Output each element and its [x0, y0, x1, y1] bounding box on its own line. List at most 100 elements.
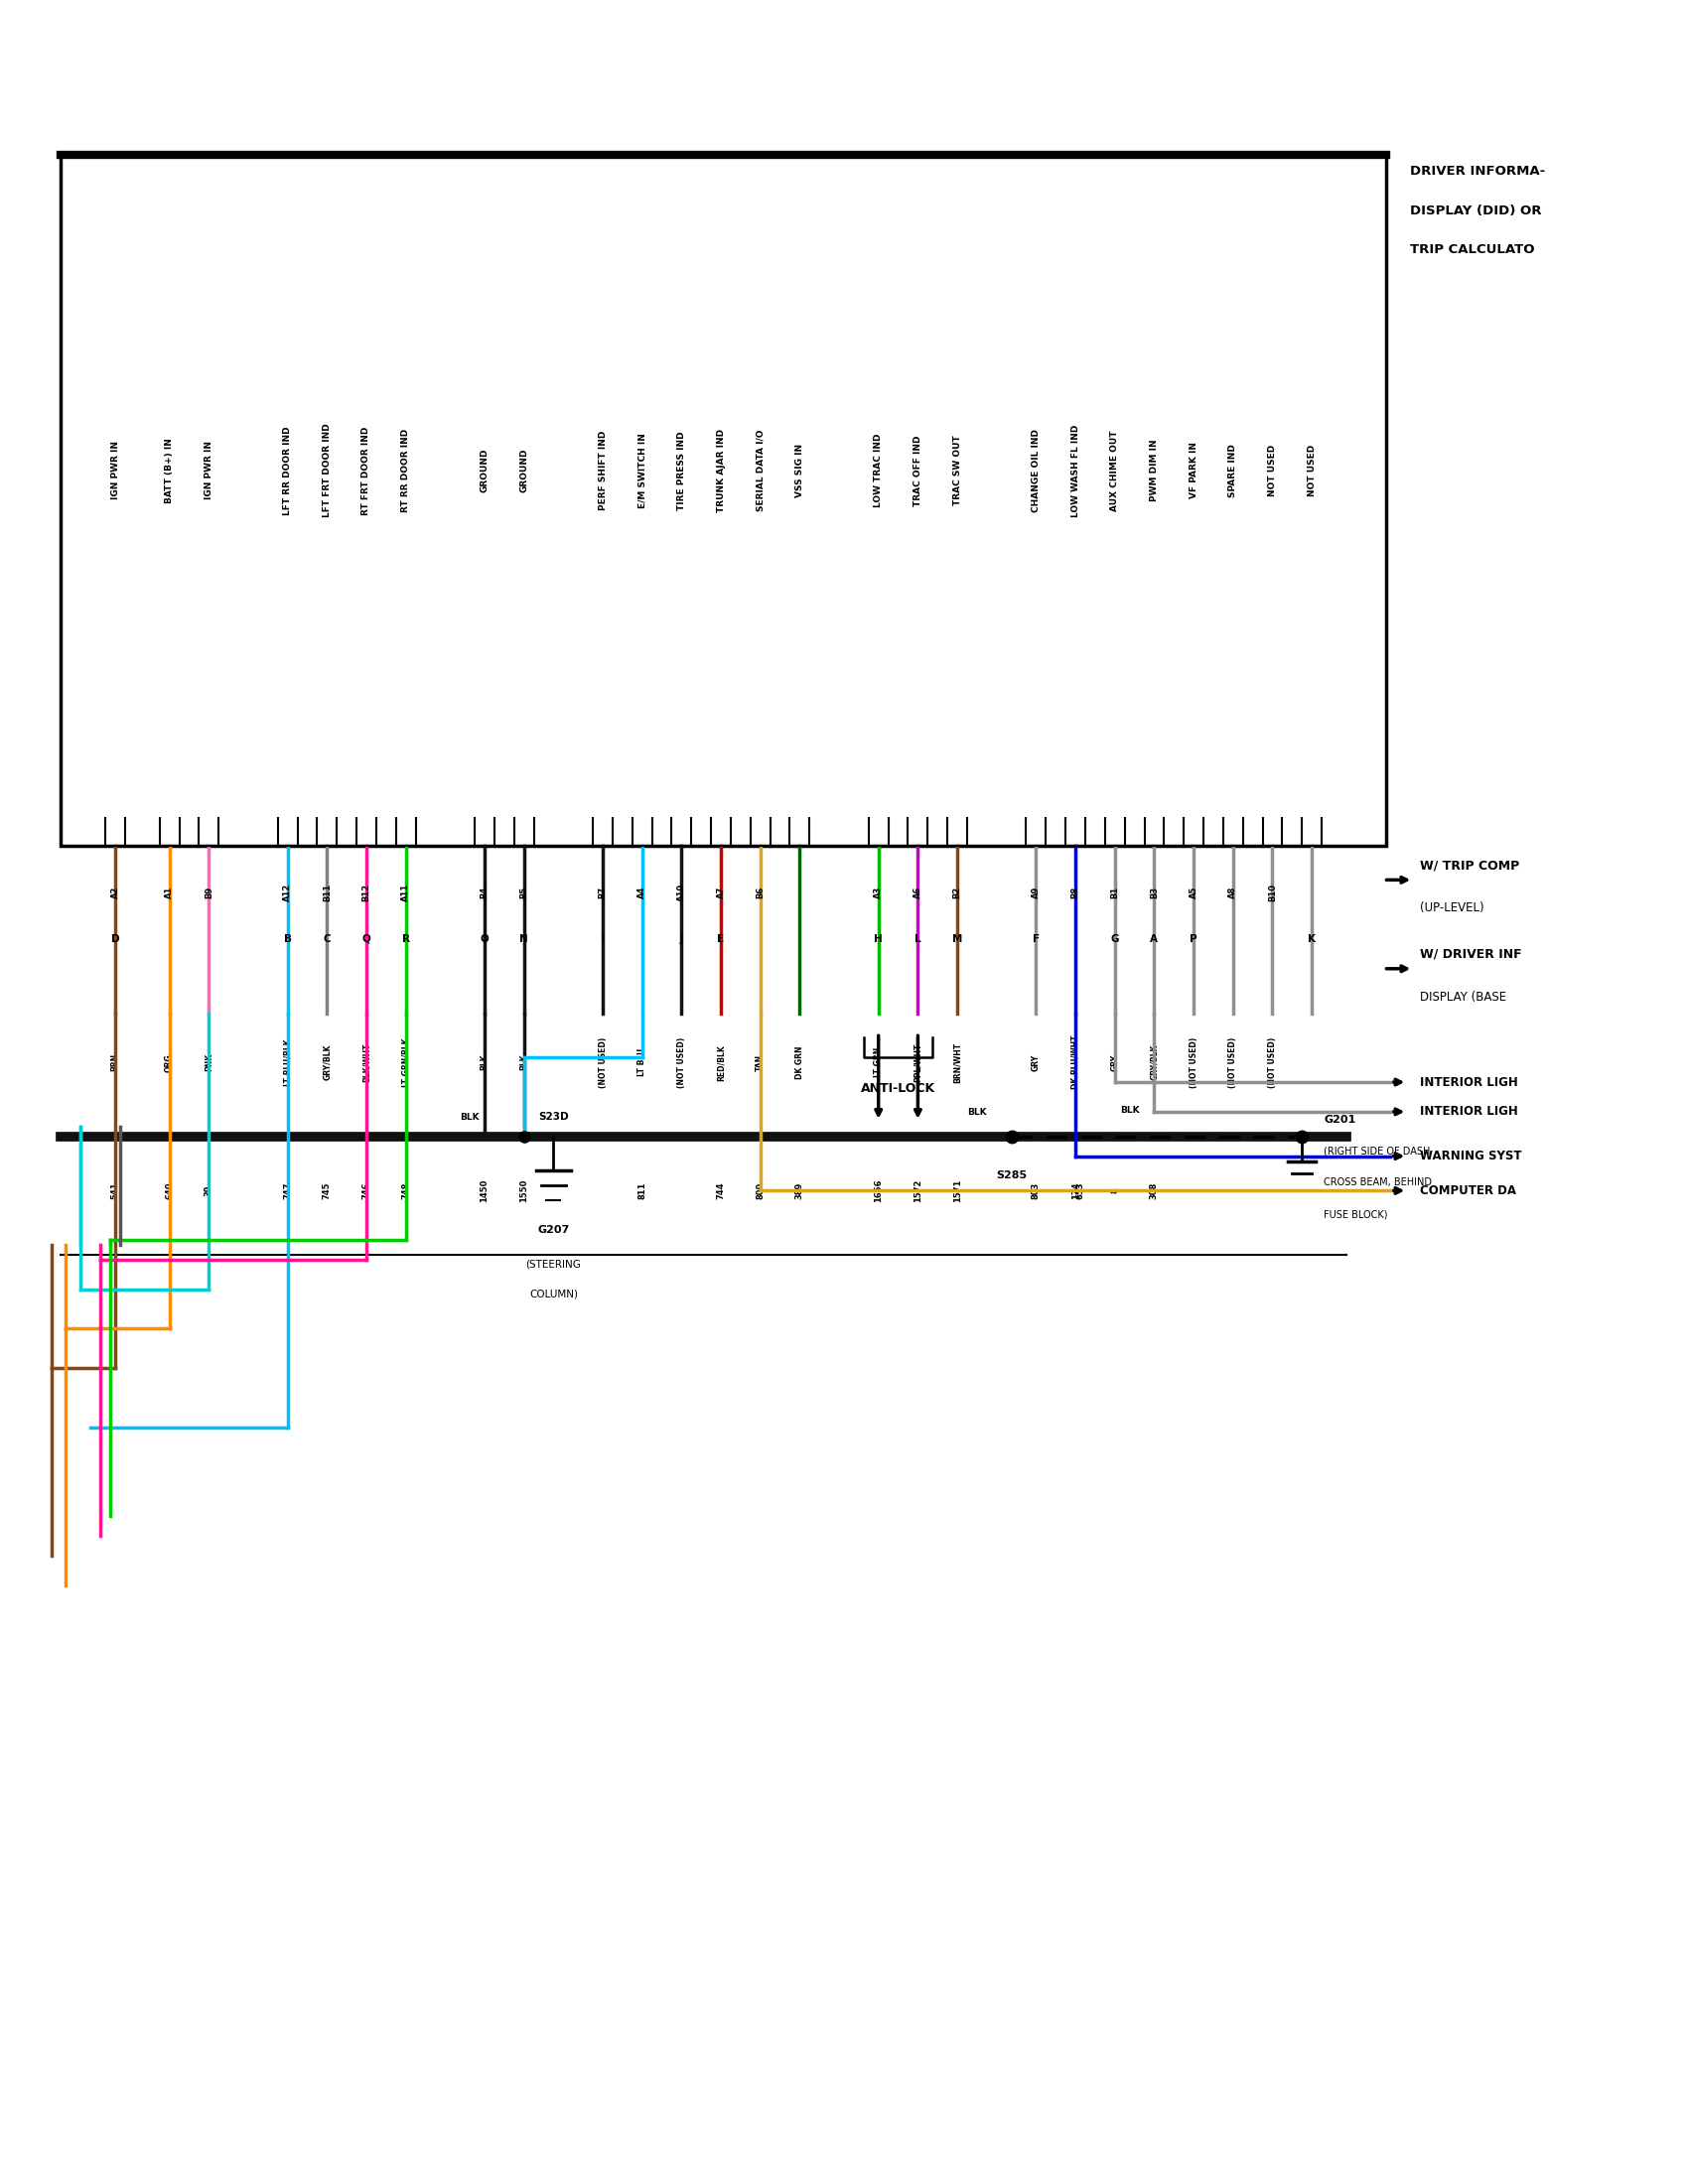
Text: B1: B1 [1111, 887, 1119, 900]
Text: 389: 389 [795, 1182, 803, 1199]
Text: W/ DRIVER INF: W/ DRIVER INF [1420, 948, 1523, 961]
Text: (NOT USED): (NOT USED) [1268, 1037, 1276, 1088]
Text: DISPLAY (DID) OR: DISPLAY (DID) OR [1409, 203, 1541, 216]
Text: A1: A1 [165, 887, 174, 900]
Text: BLK: BLK [461, 1112, 479, 1123]
Text: A6: A6 [913, 887, 922, 900]
Text: R: R [402, 935, 410, 943]
Text: VF PARK IN: VF PARK IN [1188, 441, 1198, 498]
Text: CROSS BEAM, BEHIND: CROSS BEAM, BEHIND [1323, 1177, 1431, 1188]
Text: INTERIOR LIGH: INTERIOR LIGH [1420, 1105, 1518, 1118]
Bar [61, 155, 1386, 845]
Text: L: L [915, 935, 922, 943]
Text: 746: 746 [361, 1182, 371, 1199]
Text: NOT USED: NOT USED [1268, 446, 1276, 496]
Text: IGN PWR IN: IGN PWR IN [111, 441, 120, 500]
Text: VSS SIG IN: VSS SIG IN [795, 443, 803, 498]
Text: DK BLU/WHT: DK BLU/WHT [1070, 1035, 1080, 1090]
Text: 800: 800 [756, 1182, 765, 1199]
Text: A11: A11 [402, 885, 410, 902]
Text: DRIVER INFORMA-: DRIVER INFORMA- [1409, 164, 1546, 177]
Text: TRUNK AJAR IND: TRUNK AJAR IND [716, 428, 726, 513]
Text: A8: A8 [1229, 887, 1237, 900]
Text: ORG: ORG [165, 1053, 174, 1072]
Text: WARNING SYST: WARNING SYST [1420, 1149, 1523, 1162]
Text: A2: A2 [111, 887, 120, 900]
Text: GRY/BLK: GRY/BLK [322, 1044, 331, 1081]
Text: LT GRN/BLK: LT GRN/BLK [402, 1037, 410, 1088]
Text: 653: 653 [1075, 1182, 1085, 1199]
Text: C: C [322, 935, 331, 943]
Text: BLK: BLK [1119, 1105, 1139, 1114]
Text: (STEERING: (STEERING [525, 1260, 581, 1269]
Text: (NOT USED): (NOT USED) [677, 1037, 685, 1088]
Text: 748: 748 [402, 1182, 410, 1199]
Text: PNK: PNK [204, 1053, 213, 1072]
Text: INTERIOR LIGH: INTERIOR LIGH [1420, 1077, 1518, 1088]
Text: RT RR DOOR IND: RT RR DOOR IND [402, 428, 410, 513]
Text: DISPLAY (BASE: DISPLAY (BASE [1420, 989, 1507, 1002]
Text: PWM DIM IN: PWM DIM IN [1150, 439, 1158, 502]
Text: A12: A12 [284, 885, 292, 902]
Text: A9: A9 [1031, 887, 1040, 900]
Text: G207: G207 [537, 1225, 569, 1236]
Text: BRN/WHT: BRN/WHT [952, 1042, 962, 1083]
Text: B8: B8 [1070, 887, 1080, 900]
Text: B2: B2 [952, 887, 962, 900]
Text: TIRE PRESS IND: TIRE PRESS IND [677, 430, 685, 511]
Text: B12: B12 [361, 885, 371, 902]
Text: (NOT USED): (NOT USED) [598, 1037, 608, 1088]
Text: GROUND: GROUND [479, 448, 490, 494]
Text: ANTI-LOCK: ANTI-LOCK [861, 1081, 935, 1094]
Text: B10: B10 [1268, 885, 1276, 902]
Text: PERF SHIFT IND: PERF SHIFT IND [598, 430, 608, 511]
Text: O: O [479, 935, 490, 943]
Text: A7: A7 [716, 887, 726, 900]
Text: D: D [111, 935, 120, 943]
Text: K: K [1308, 935, 1315, 943]
Text: B9: B9 [204, 887, 213, 900]
Text: 1550: 1550 [520, 1179, 528, 1201]
Text: I: I [601, 935, 604, 943]
Text: IGN PWR IN: IGN PWR IN [204, 441, 213, 500]
Text: B3: B3 [1150, 887, 1158, 900]
Text: BLK: BLK [967, 1107, 986, 1116]
Text: 1571: 1571 [952, 1179, 962, 1201]
Text: DK GRN: DK GRN [795, 1046, 803, 1079]
Text: Q: Q [361, 935, 371, 943]
Text: LFT RR DOOR IND: LFT RR DOOR IND [284, 426, 292, 515]
Text: B: B [284, 935, 292, 943]
Text: RT FRT DOOR IND: RT FRT DOOR IND [361, 426, 371, 515]
Text: TRIP CALCULATO: TRIP CALCULATO [1409, 245, 1534, 256]
Text: LT BLU/BLK: LT BLU/BLK [284, 1040, 292, 1085]
Text: BLK/WHT: BLK/WHT [361, 1042, 371, 1081]
Text: 39: 39 [204, 1186, 213, 1197]
Text: LFT FRT DOOR IND: LFT FRT DOOR IND [322, 424, 331, 518]
Text: SPARE IND: SPARE IND [1229, 443, 1237, 498]
Text: BRN: BRN [111, 1053, 120, 1072]
Text: COMPUTER DA: COMPUTER DA [1420, 1184, 1516, 1197]
Text: NOT USED: NOT USED [1307, 446, 1317, 496]
Text: 541: 541 [111, 1182, 120, 1199]
Text: S23D: S23D [538, 1112, 569, 1123]
Text: LOW WASH FL IND: LOW WASH FL IND [1070, 424, 1080, 518]
Text: GRY: GRY [1111, 1055, 1119, 1070]
Text: CHANGE OIL IND: CHANGE OIL IND [1031, 428, 1040, 513]
Text: F: F [1033, 935, 1040, 943]
Text: SERIAL DATA I/O: SERIAL DATA I/O [756, 430, 765, 511]
Text: G201: G201 [1323, 1114, 1355, 1125]
Text: 174: 174 [1070, 1182, 1080, 1199]
Text: (UP-LEVEL): (UP-LEVEL) [1420, 902, 1484, 915]
Text: LT GRN: LT GRN [874, 1048, 883, 1077]
Text: TAN: TAN [756, 1055, 765, 1070]
Text: 747: 747 [284, 1182, 292, 1199]
Text: GRY/BLK: GRY/BLK [1150, 1044, 1158, 1081]
Text: M: M [952, 935, 962, 943]
Text: 1572: 1572 [913, 1179, 922, 1201]
Text: J: J [680, 935, 684, 943]
Text: A5: A5 [1188, 887, 1198, 900]
Text: A4: A4 [638, 887, 647, 900]
Text: 1656: 1656 [874, 1179, 883, 1203]
Text: G: G [1111, 935, 1119, 943]
Text: 640: 640 [165, 1182, 174, 1199]
